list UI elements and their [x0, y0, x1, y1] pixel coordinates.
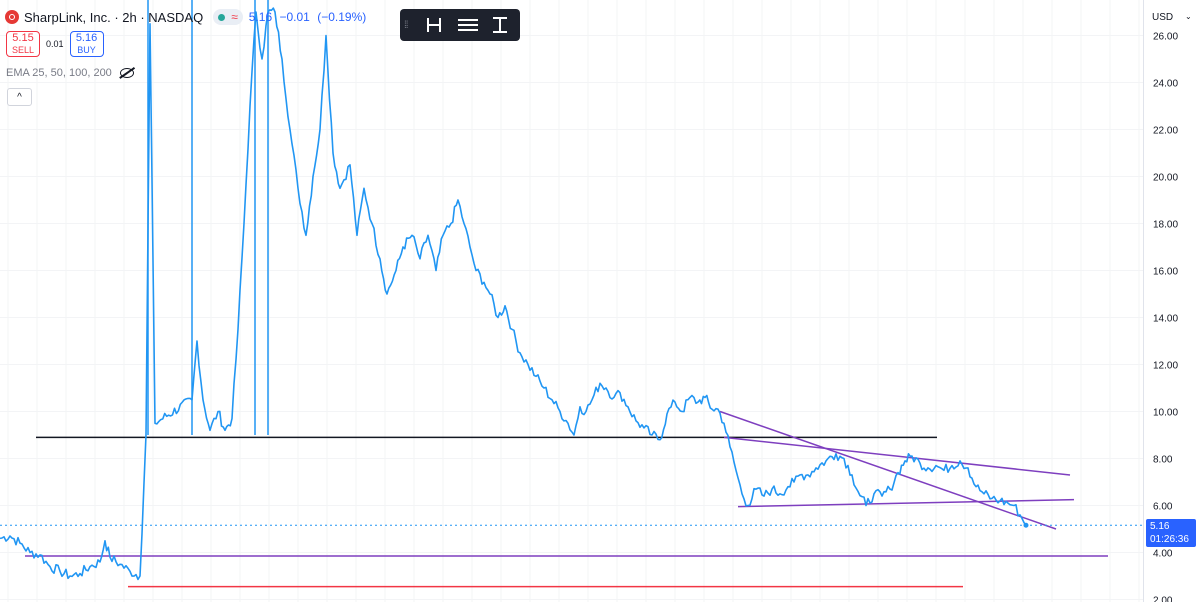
price-change-pct: (−0.19%) — [317, 10, 367, 24]
last-price-marker — [0, 522, 1143, 528]
y-tick-label: 8.00 — [1153, 455, 1173, 466]
indicator-legend[interactable]: EMA 25, 50, 100, 200 — [6, 67, 134, 79]
spread-value: 0.01 — [46, 39, 64, 49]
last-price: 5.16 — [248, 10, 273, 24]
y-tick-label: 22.00 — [1153, 126, 1178, 137]
y-tick-label: 20.00 — [1153, 173, 1178, 184]
buy-price: 5.16 — [75, 32, 98, 44]
eye-hidden-icon[interactable] — [119, 68, 134, 78]
lines-settings-icon[interactable] — [454, 13, 482, 37]
wave-icon: ≈ — [231, 10, 238, 24]
sell-button[interactable]: 5.15 SELL — [6, 31, 40, 57]
last-price-dot — [1023, 522, 1029, 528]
currency-selector[interactable]: USD — [1152, 12, 1174, 23]
drawing-toolbar: ⁞⁞ — [400, 9, 520, 41]
symbol-header: SharpLink, Inc. · 2h · NASDAQ ≈ 5.16 −0.… — [5, 9, 370, 25]
trendline-purple — [723, 436, 1071, 476]
sell-price: 5.15 — [12, 32, 34, 44]
y-tick-label: 6.00 — [1153, 502, 1173, 513]
bar-countdown: 01:26:36 — [1150, 534, 1189, 545]
indicator-label: EMA 25, 50, 100, 200 — [6, 67, 112, 79]
trade-panel: 5.15 SELL 0.01 5.16 BUY — [6, 31, 104, 57]
y-tick-label: 14.00 — [1153, 314, 1178, 325]
y-tick-label: 24.00 — [1153, 79, 1178, 90]
chevron-down-icon[interactable]: ⌄ — [1185, 12, 1192, 21]
market-open-icon — [218, 13, 226, 21]
last-price-tag: 5.16 01:26:36 — [1146, 519, 1196, 547]
series — [0, 7, 1027, 581]
y-tick-label: 10.00 — [1153, 408, 1178, 419]
y-tick-label: 4.00 — [1153, 549, 1173, 560]
y-tick-label: 2.00 — [1153, 596, 1173, 603]
market-status[interactable]: ≈ — [213, 9, 243, 25]
sell-label: SELL — [11, 45, 35, 55]
symbol-title[interactable]: SharpLink, Inc. · 2h · NASDAQ — [24, 9, 204, 25]
buy-button[interactable]: 5.16 BUY — [69, 31, 104, 57]
y-tick-label: 26.00 — [1153, 32, 1178, 43]
y-tick-label: 18.00 — [1153, 220, 1178, 231]
drag-handle-icon[interactable]: ⁞⁞ — [404, 19, 409, 31]
price-line — [0, 7, 1027, 581]
header-quote: 5.16 −0.01 (−0.19%) — [249, 10, 370, 24]
price-change: −0.01 — [279, 10, 310, 24]
company-logo-icon — [5, 10, 19, 24]
trendline-purple — [719, 410, 1057, 530]
buy-label: BUY — [77, 45, 96, 55]
grid — [0, 0, 1143, 602]
last-price-value: 5.16 — [1150, 521, 1170, 532]
y-tick-label: 16.00 — [1153, 267, 1178, 278]
price-axis[interactable]: 2.00 4.00 6.00 8.00 10.00 12.00 14.00 16.00 18.0… — [1143, 0, 1200, 607]
y-tick-label: 12.00 — [1153, 361, 1178, 372]
trendlines — [25, 410, 1108, 588]
measure-icon[interactable] — [422, 13, 450, 37]
vertical-range-icon[interactable] — [486, 13, 514, 37]
trendline-purple — [737, 498, 1075, 508]
collapse-legend-button[interactable]: ^ — [7, 88, 32, 106]
